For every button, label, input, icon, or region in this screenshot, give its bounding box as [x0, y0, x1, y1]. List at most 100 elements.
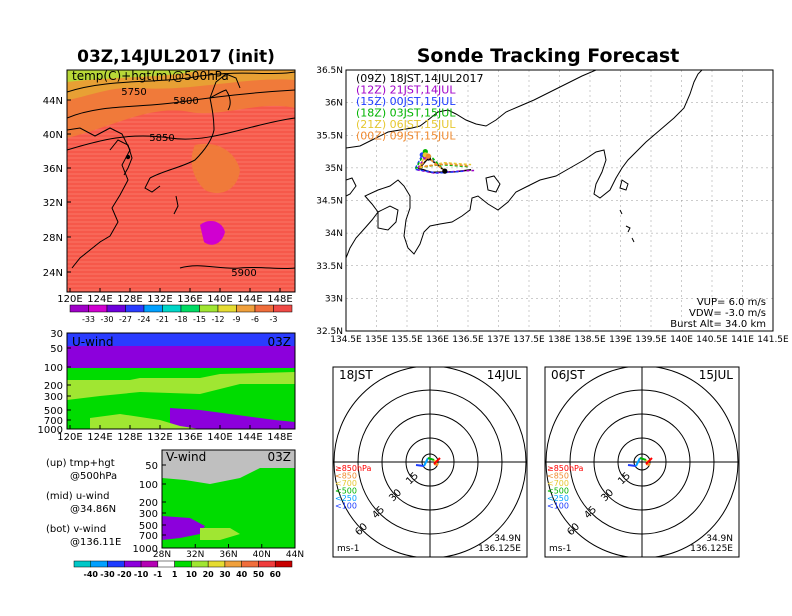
track-lat-label: 36N	[325, 99, 343, 109]
wind-colorbar-label: -1	[153, 570, 162, 579]
colorbar-cell	[106, 304, 126, 313]
hodo-level-label: <500	[547, 487, 569, 496]
contour-label-5900: 5900	[231, 268, 256, 279]
hodo-level-label: <700	[335, 479, 357, 488]
lat-tick-label: 40N	[253, 550, 271, 560]
lon-tick-label: 148E	[267, 294, 292, 305]
colorbar-cell	[125, 304, 145, 313]
track-map-frame	[345, 69, 774, 332]
wind-colorbar: -40 -30 -20 -10 -1 1 10 20 30 40 50 60	[73, 560, 293, 579]
track-lon-ticks: 134.5E 135E 135.5E 136E 136.5E 137E 137.5E 138E…	[330, 335, 789, 345]
legend-up-1: (up) tmp+hgt	[46, 458, 115, 469]
vwind-time: 03Z	[268, 450, 292, 464]
track-lon-label: 138.5E	[574, 335, 606, 345]
uwind-time: 03Z	[268, 335, 292, 349]
lat-tick-label: 28N	[153, 550, 171, 560]
wind-colorbar-label: -40	[84, 570, 99, 579]
hodo-trace-segment	[627, 464, 637, 467]
track-lat-label: 34.5N	[316, 197, 343, 207]
wind-colorbar-cell	[73, 560, 92, 568]
track-lat-label: 35N	[325, 164, 343, 174]
track-params: VUP= 6.0 m/s VDW= -3.0 m/s Burst Alt= 34…	[670, 297, 766, 330]
legend-bot-1: (bot) v-wind	[46, 524, 106, 535]
left-title: 03Z,14JUL2017 (init)	[77, 47, 275, 67]
vwind-band-lime	[200, 528, 240, 540]
hodo-unit: ms-1	[549, 544, 571, 554]
colorbar-label: -9	[233, 315, 241, 324]
lat-tick-label: 44N	[286, 550, 304, 560]
colorbar-cell	[217, 304, 237, 313]
hodo-rings	[545, 367, 739, 557]
track-legend-entry: (21Z) 06JST,15JUL	[356, 118, 456, 131]
track-legend-entry: (18Z) 03JST,15JUL	[356, 107, 456, 120]
track-legend-entry: (15Z) 00JST,15JUL	[356, 95, 456, 108]
hodo-trace-segment	[639, 457, 647, 461]
lon-tick-label: 124E	[87, 432, 112, 443]
colorbar-label: -18	[174, 315, 187, 324]
param-vdw: VDW= -3.0 m/s	[689, 308, 766, 319]
p-tick-label: 300	[139, 509, 158, 520]
hodo-time: 06JST	[551, 368, 585, 382]
colorbar-label: -3	[270, 315, 278, 324]
contour-line	[67, 117, 295, 151]
lon-tick-label: 120E	[57, 432, 82, 443]
contour-label-5850: 5850	[149, 133, 174, 144]
colorbar-label: -33	[82, 315, 95, 324]
uwind-frame	[66, 332, 296, 430]
hodo-trace-segment	[433, 457, 441, 465]
lat-tick-label: 28N	[43, 233, 63, 244]
track-lon-label: 137E	[487, 335, 510, 345]
track-lat-label: 33N	[325, 294, 343, 304]
track-lon-label: 136E	[426, 335, 449, 345]
wind-colorbar-cell	[191, 560, 209, 568]
track-legend-entry: (00Z) 09JST,15JUL	[356, 130, 456, 143]
legend-bot-2: @136.11E	[70, 537, 121, 548]
wind-colorbar-cell	[224, 560, 242, 568]
hodo-lat: 34.9N	[706, 534, 733, 544]
map500-lon-ticks: 120E 124E 128E 132E 136E 140E 144E 148E	[57, 288, 293, 305]
hodo-level-label: ≥850hPa	[547, 464, 584, 473]
p-tick-label: 700	[139, 531, 158, 542]
colorbar-cell	[143, 304, 163, 313]
wind-colorbar-label: -30	[100, 570, 115, 579]
wind-colorbar-cell	[258, 560, 276, 568]
wind-colorbar-label: 1	[172, 570, 178, 579]
hodo-lat: 34.9N	[494, 534, 521, 544]
hodo-time: 18JST	[339, 368, 373, 382]
hodo-level-label: <500	[335, 487, 357, 496]
contour-line	[67, 71, 295, 93]
lat-tick-label: 36N	[43, 164, 63, 175]
colorbar-cell	[199, 304, 219, 313]
param-vup: VUP= 6.0 m/s	[697, 297, 766, 308]
hodo-trace-segment	[427, 457, 435, 461]
lon-tick-label: 132E	[147, 294, 172, 305]
track-lon-label: 137.5E	[513, 335, 545, 345]
track-lon-label: 138E	[548, 335, 571, 345]
legend-up-2: @500hPa	[70, 471, 117, 482]
hodo-trace-segment	[423, 457, 429, 467]
track-lon-label: 139.5E	[635, 335, 667, 345]
wind-colorbar-cell	[207, 560, 226, 568]
vwind-band-purple	[162, 516, 205, 540]
colorbar-cell	[162, 304, 182, 313]
launch-point	[442, 168, 448, 174]
uwind-band-lower-lime	[90, 414, 200, 429]
lon-tick-label: 124E	[87, 294, 112, 305]
wind-colorbar-label: 40	[236, 570, 248, 579]
contour-line	[67, 89, 295, 119]
lon-tick-label: 120E	[57, 294, 82, 305]
colorbar-label: -27	[119, 315, 132, 324]
track-line	[418, 154, 469, 172]
wind-colorbar-cell	[241, 560, 259, 568]
colorbar-cell	[273, 304, 293, 313]
lat-tick-label: 32N	[43, 198, 63, 209]
wind-colorbar-label: -20	[117, 570, 132, 579]
vwind-title: V-wind	[166, 450, 206, 464]
track-lat-label: 34N	[325, 229, 343, 239]
map500-band-green	[67, 70, 200, 82]
burst-point	[425, 153, 431, 159]
lon-tick-label: 132E	[147, 432, 172, 443]
